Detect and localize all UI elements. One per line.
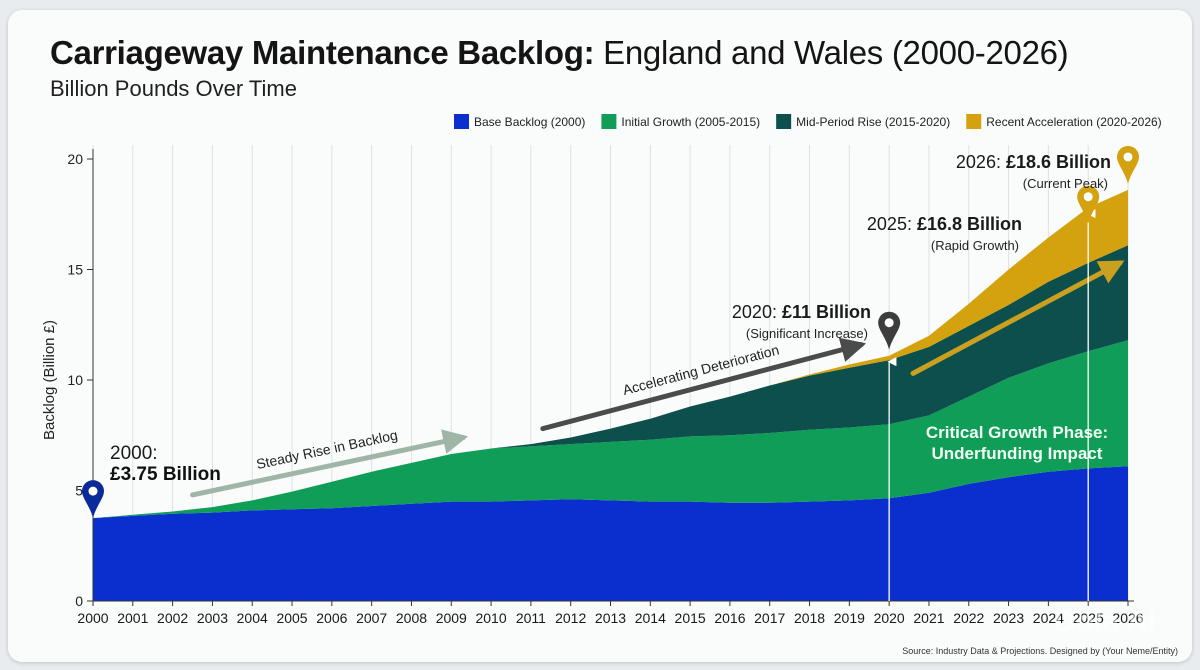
chart-title: Carriageway Maintenance Backlog: England… [50,34,1069,72]
callout-4: 2026: £18.6 Billion [956,152,1111,172]
callout-pre-1: 2000: [110,443,158,464]
y-tick-label: 5 [75,483,83,499]
callout-3: 2025: £16.8 Billion [867,214,1022,234]
value-pin-4-icon-dot [1123,152,1133,162]
x-tick-label: 2011 [516,610,546,626]
source-note: Source: Industry Data & Projections. Des… [902,646,1178,656]
trend-arrow-3 [910,260,1125,376]
y-axis-label: Backlog (Billion £) [41,320,58,440]
value-pin-3-icon-dot [1083,192,1093,202]
legend-swatch-1 [454,114,469,129]
callout-value-2: £11 Billion [782,302,871,322]
x-tick-label: 2023 [993,610,1024,626]
legend-label-3: Mid-Period Rise (2015-2020) [796,115,950,129]
x-tick-label: 2005 [276,610,307,626]
callout-value-3: £16.8 Billion [917,214,1022,234]
x-tick-label: 2012 [555,610,586,626]
x-tick-label: 2025 [1073,610,1104,626]
x-tick-label: 2017 [754,610,785,626]
x-tick-label: 2018 [794,610,825,626]
x-tick-label: 2009 [436,610,467,626]
title-regular: England and Wales (2000-2026) [603,34,1069,71]
callout-value-1: £3.75 Billion [110,464,221,485]
x-tick-label: 2004 [237,610,268,626]
callout-pre-2: 2020: [732,302,782,322]
trend-arrow-1 [190,429,469,498]
title-bold: Carriageway Maintenance Backlog: [50,34,595,71]
x-tick-label: 2003 [197,610,228,626]
watermark-text: Dola AI [1054,605,1156,638]
x-tick-label: 2019 [834,610,865,626]
trend-arrow-2 [540,337,867,432]
value-pin-1-icon-dot [88,486,98,496]
value-pin-2-icon [878,311,901,350]
phase-label-line1: Critical Growth Phase: [926,423,1108,442]
x-tick-label: 2014 [635,610,666,626]
callout-2: 2020: £11 Billion [732,302,871,322]
y-tick-label: 20 [67,151,83,167]
callout-value-4: £18.6 Billion [1006,152,1111,172]
legend-swatch-2 [601,114,617,129]
y-tick-label: 0 [75,593,83,609]
legend-label-4: Recent Acceleration (2020-2026) [986,115,1161,129]
x-tick-label: 2013 [595,610,626,626]
x-tick-label: 2007 [356,610,387,626]
x-tick-label: 2021 [913,610,944,626]
x-tick-label: 2022 [953,610,984,626]
x-tick-label: 2000 [77,610,108,626]
x-tick-label: 2016 [714,610,745,626]
y-tick-label: 15 [67,262,83,278]
phase-label-line2: Underfunding Impact [932,444,1103,463]
x-tick-label: 2002 [157,610,188,626]
legend-swatch-4 [966,114,982,129]
chart-subtitle: Billion Pounds Over Time [50,76,297,101]
legend-label-2: Initial Growth (2005-2015) [621,115,760,129]
legend-swatch-3 [776,114,792,129]
area-series-2 [93,340,1128,519]
callout-pre-4: 2026: [956,152,1006,172]
x-tick-label: 2020 [874,610,905,626]
callout-note-3: (Rapid Growth) [931,238,1019,253]
x-tick-label: 2006 [316,610,347,626]
callout-note-2: (Significant Increase) [746,326,868,341]
x-tick-label: 2026 [1112,610,1143,626]
value-pin-2-icon-dot [884,318,894,328]
callout-note-4: (Current Peak) [1023,176,1108,191]
area-series-1 [93,466,1128,601]
value-pin-1-icon [82,480,104,519]
x-tick-label: 2015 [675,610,706,626]
area-series-3 [93,245,1128,519]
x-tick-label: 2024 [1033,610,1064,626]
x-tick-label: 2008 [396,610,427,626]
y-tick-label: 10 [67,372,83,388]
value-pin-3-icon [1077,185,1100,224]
x-tick-label: 2010 [475,610,506,626]
value-pin-4-icon [1117,145,1139,184]
callout-pre-3: 2025: [867,214,917,234]
legend-label-1: Base Backlog (2000) [474,115,585,129]
x-tick-label: 2001 [117,610,148,626]
